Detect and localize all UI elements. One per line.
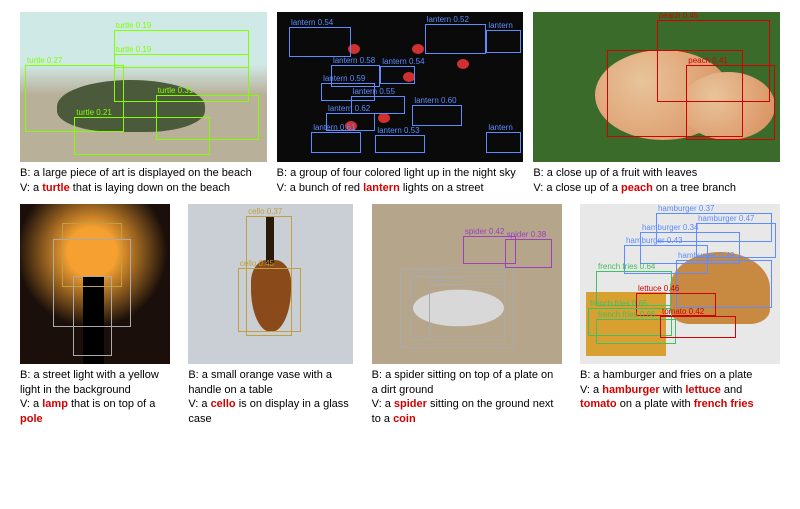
turtle-panel: turtle 0.19 turtle 0.27 turtle 0.19 turtle …: [20, 12, 267, 196]
cello-panel: cello 0.37 cello 0.45 B: a small orange va…: [188, 204, 353, 427]
detection-label: lantern 0.54: [290, 19, 334, 27]
peach-panel-caption: B: a close up of a fruit with leavesV: a…: [533, 166, 780, 196]
detection-label: lantern 0.54: [381, 58, 425, 66]
lantern-panel: lantern 0.54lantern 0.52lanternlantern 0…: [277, 12, 524, 196]
caption-variant: V: a turtle that is laying down on the b…: [20, 181, 267, 196]
highlight-word: lantern: [363, 182, 400, 194]
cello-panel-caption: B: a small orange vase with a handle on …: [188, 368, 353, 427]
detection-label: french fries 0.64: [597, 263, 656, 271]
burger-panel: hamburger 0.37hamburger 0.47hamburger 0.…: [580, 204, 780, 427]
detection-label: hamburger 0.49: [677, 252, 735, 260]
detection-box: [607, 50, 743, 137]
caption-variant: V: a close up of a peach on a tree branc…: [533, 181, 780, 196]
detection-label: turtle 0.21: [75, 109, 113, 117]
spider-panel-image: spider 0.42spider 0.38coin 0.63coin 0.62: [372, 204, 562, 364]
detection-label: hamburger 0.37: [657, 205, 715, 213]
detection-box: cello 0.45: [238, 268, 301, 332]
detection-box: lantern 0.61: [311, 132, 360, 153]
highlight-word: pole: [20, 413, 43, 425]
caption-variant: V: a cello is on display in a glass case: [188, 397, 353, 427]
detection-box: lantern 0.52: [425, 24, 487, 54]
turtle-panel-image: turtle 0.19 turtle 0.27 turtle 0.19 turtle …: [20, 12, 267, 162]
detection-box: lantern: [486, 132, 521, 153]
detection-box: turtle 0.21: [74, 117, 210, 155]
detection-box: [73, 276, 112, 356]
highlight-word: cello: [211, 398, 236, 410]
spider-panel-caption: B: a spider sitting on top of a plate on…: [372, 368, 562, 427]
peach-panel: peach 0.45peach 0.41 B: a close up of a f…: [533, 12, 780, 196]
detection-label: turtle 0.27: [26, 57, 64, 65]
detection-label: lantern 0.61: [312, 124, 356, 132]
detection-label: cello 0.45: [239, 260, 275, 268]
lamp-panel-image: [20, 204, 170, 364]
lantern-panel-caption: B: a group of four colored light up in t…: [277, 166, 524, 196]
caption-baseline: B: a large piece of art is displayed on …: [20, 166, 267, 181]
highlight-word: lettuce: [685, 384, 720, 396]
detection-label: lantern 0.59: [322, 75, 366, 83]
detection-label: french fries 0.65: [589, 300, 648, 308]
detection-label: spider 0.38: [506, 231, 548, 239]
detection-label: lantern 0.58: [332, 57, 376, 65]
caption-variant: V: a bunch of red lantern lights on a st…: [277, 181, 524, 196]
turtle-panel-caption: B: a large piece of art is displayed on …: [20, 166, 267, 196]
lamp-panel: B: a street light with a yellow light in…: [20, 204, 170, 427]
detection-label: peach 0.45: [658, 12, 700, 20]
lantern-panel-image: lantern 0.54lantern 0.52lanternlantern 0…: [277, 12, 524, 162]
burger-panel-caption: B: a hamburger and fries on a plateV: a …: [580, 368, 780, 413]
detection-label: turtle 0.31: [157, 87, 195, 95]
highlight-word: peach: [621, 182, 653, 194]
detection-label: turtle 0.19: [115, 22, 153, 30]
peach-panel-image: peach 0.45peach 0.41: [533, 12, 780, 162]
detection-label: lantern 0.62: [327, 105, 371, 113]
caption-variant: V: a lamp that is on top of a pole: [20, 397, 170, 427]
caption-baseline: B: a street light with a yellow light in…: [20, 368, 170, 398]
highlight-word: lamp: [42, 398, 68, 410]
highlight-word: tomato: [580, 398, 617, 410]
detection-box: tomato 0.42: [660, 316, 736, 338]
detection-label: cello 0.37: [247, 208, 283, 216]
caption-baseline: B: a small orange vase with a handle on …: [188, 368, 353, 398]
detection-label: hamburger 0.34: [641, 224, 699, 232]
caption-baseline: B: a close up of a fruit with leaves: [533, 166, 780, 181]
burger-panel-image: hamburger 0.37hamburger 0.47hamburger 0.…: [580, 204, 780, 364]
detection-label: turtle 0.19: [115, 46, 153, 54]
lamp-panel-caption: B: a street light with a yellow light in…: [20, 368, 170, 427]
caption-variant: V: a spider sitting on the ground next t…: [372, 397, 562, 427]
detection-box: lantern 0.53: [375, 135, 424, 153]
detection-label: french fries 0.66: [597, 311, 656, 319]
caption-variant: V: a hamburger with lettuce and tomato o…: [580, 383, 780, 413]
highlight-word: coin: [393, 413, 416, 425]
row-1: turtle 0.19 turtle 0.27 turtle 0.19 turtle …: [20, 12, 780, 196]
row-2: B: a street light with a yellow light in…: [20, 204, 780, 427]
detection-label: lantern 0.60: [413, 97, 457, 105]
detection-label: spider 0.42: [464, 228, 506, 236]
caption-baseline: B: a spider sitting on top of a plate on…: [372, 368, 562, 398]
detection-label: lantern 0.53: [376, 127, 420, 135]
detection-label: hamburger 0.47: [697, 215, 755, 223]
caption-baseline: B: a hamburger and fries on a plate: [580, 368, 780, 383]
detection-label: lantern: [487, 22, 513, 30]
detection-box: lantern: [486, 30, 521, 53]
highlight-word: turtle: [42, 182, 70, 194]
detection-label: lantern: [487, 124, 513, 132]
detection-box: spider 0.38: [505, 239, 553, 268]
highlight-word: hamburger: [602, 384, 659, 396]
detection-label: lantern 0.52: [426, 16, 470, 24]
highlight-word: spider: [394, 398, 427, 410]
detection-box: lantern 0.54: [289, 27, 351, 57]
detection-box: [400, 268, 514, 348]
spider-panel: spider 0.42spider 0.38coin 0.63coin 0.62…: [372, 204, 562, 427]
detection-label: lantern 0.55: [352, 88, 396, 96]
detection-label: hamburger 0.43: [625, 237, 683, 245]
caption-baseline: B: a group of four colored light up in t…: [277, 166, 524, 181]
cello-panel-image: cello 0.37 cello 0.45: [188, 204, 353, 364]
detection-label: lettuce 0.46: [637, 285, 680, 293]
highlight-word: french fries: [694, 398, 754, 410]
detection-box: lantern 0.60: [412, 105, 461, 126]
detection-label: tomato 0.42: [661, 308, 705, 316]
detection-box: lantern 0.54: [380, 66, 415, 84]
